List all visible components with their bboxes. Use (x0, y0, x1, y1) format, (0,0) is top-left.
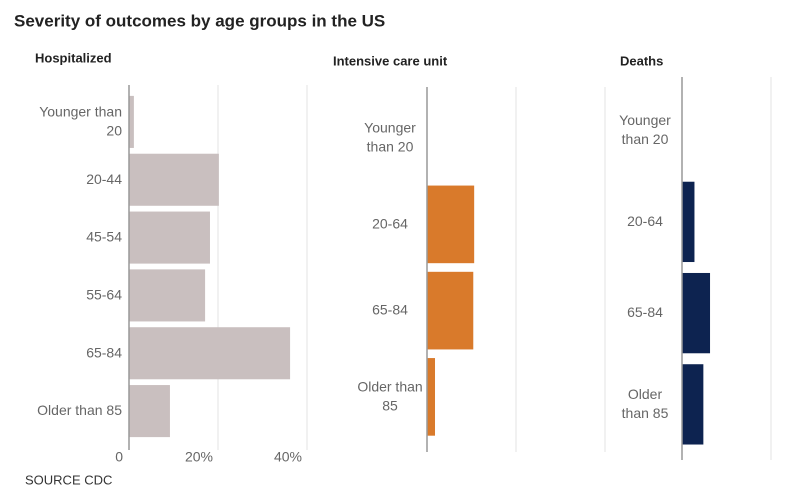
y-tick-label: 20-44 (86, 170, 122, 186)
y-tick-label: Younger than 20 (364, 119, 416, 154)
chart-title: Severity of outcomes by age groups in th… (14, 11, 385, 30)
x-tick-label: 20% (185, 449, 213, 465)
y-tick-label: 20-64 (372, 215, 408, 231)
bar (129, 385, 170, 438)
bar (129, 211, 210, 264)
bar (427, 185, 475, 264)
y-tick-label: Older than 85 (37, 402, 122, 418)
y-tick-label: 65-84 (372, 301, 408, 317)
bar (427, 358, 436, 436)
panel-title: Deaths (620, 53, 663, 68)
bar (682, 181, 695, 263)
bar (682, 364, 704, 445)
y-tick-label: Younger than 20 (619, 112, 671, 147)
source: SOURCE CDC (25, 472, 112, 487)
panel-title: Hospitalized (35, 50, 112, 65)
x-tick-label: 0 (115, 449, 123, 465)
y-tick-label: 45-54 (86, 228, 122, 244)
y-tick-label: 65-84 (86, 344, 122, 360)
y-tick-label: Younger than 20 (39, 103, 122, 138)
y-tick-label: 65-84 (627, 304, 663, 320)
panel-title: Intensive care unit (333, 53, 448, 68)
bar (129, 95, 134, 148)
y-tick-label: Older than 85 (622, 386, 669, 421)
bar (682, 272, 711, 354)
bar (129, 153, 219, 206)
y-tick-label: 20-64 (627, 213, 663, 229)
y-tick-label: 55-64 (86, 286, 122, 302)
bar (129, 327, 291, 380)
y-tick-label: Older than 85 (357, 378, 422, 413)
bar (427, 271, 474, 350)
bar (129, 269, 206, 322)
x-tick-label: 40% (274, 449, 302, 465)
